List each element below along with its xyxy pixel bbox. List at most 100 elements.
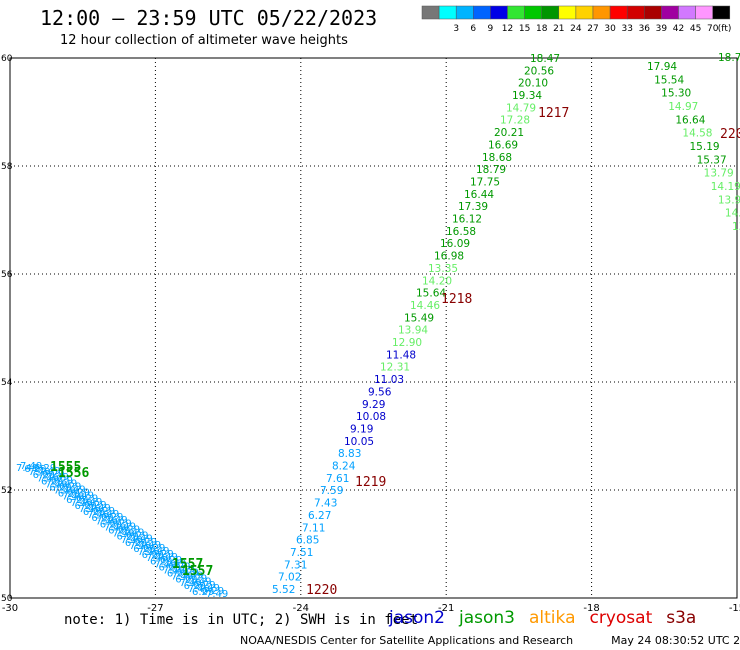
- swh-value-label: 8.24: [332, 461, 356, 473]
- overlapping-value-label: 7.49: [121, 535, 143, 546]
- pass-time-label: 1557: [182, 564, 213, 579]
- overlapping-value-label: 6.29: [101, 512, 123, 523]
- credit-date: May 24 08:30:52 UTC 2023: [611, 634, 740, 647]
- swh-value-label: 9.19: [350, 423, 373, 435]
- pass-time-label: 1217: [538, 106, 569, 121]
- longitude-tick-label: -21: [438, 603, 454, 614]
- overlapping-value-label: 7.49: [163, 565, 185, 576]
- swh-value-label: 14.19: [711, 181, 740, 193]
- swh-value-label: 20.21: [494, 127, 524, 139]
- satellite-jason2: jason2: [389, 608, 445, 628]
- longitude-tick-label: -18: [583, 603, 599, 614]
- swh-value-label: 7.61: [326, 473, 349, 485]
- swh-value-label: 14.97: [668, 101, 698, 113]
- overlapping-value-label: 6.29: [84, 500, 106, 511]
- scale-tick-label: 3: [453, 24, 459, 34]
- overlapping-value-label: 7.49: [189, 577, 211, 588]
- swh-value-label: 7.31: [284, 559, 307, 571]
- overlapping-value-label: 7.49: [105, 515, 127, 526]
- overlapping-value-label: 7.49: [146, 553, 168, 564]
- latitude-tick-label: 60: [1, 54, 13, 64]
- swh-value-label: 13: [732, 221, 740, 233]
- swh-value-label: 14.79: [506, 102, 536, 114]
- map-frame: [9, 57, 738, 599]
- overlapping-value-label: 7.49: [38, 466, 60, 477]
- swh-value-label: 7.43: [314, 498, 337, 510]
- latitude-tick-label: 50: [1, 594, 13, 604]
- swh-value-label: 20.56: [524, 65, 554, 77]
- swh-value-label: 17.39: [458, 201, 488, 213]
- overlapping-value-label: 7.49: [62, 492, 84, 503]
- scale-tick-label: 6: [470, 24, 476, 34]
- overlapping-value-label: 7.49: [89, 503, 111, 514]
- swh-value-label: 16.12: [452, 214, 482, 226]
- overlapping-value-label: 6.29: [126, 531, 148, 542]
- scale-tick-label: 18: [536, 24, 548, 34]
- overlapping-value-label: 7.49: [137, 547, 159, 558]
- scale-tick-label: 30: [604, 24, 616, 34]
- swh-value-label: 14.: [725, 208, 740, 220]
- swh-value-label: 13.79: [704, 168, 734, 180]
- overlapping-value-label: 6.29: [42, 469, 64, 480]
- scale-tick-label: 36: [639, 24, 651, 34]
- swh-value-label: 17.28: [500, 115, 530, 127]
- swh-value-label: 11.03: [374, 374, 404, 386]
- overlapping-value-label: 6.29: [59, 481, 81, 492]
- overlapping-value-label: 6.29: [202, 586, 224, 597]
- swh-value-label: 8.83: [338, 448, 361, 460]
- overlapping-value-label: 6.29: [158, 562, 180, 573]
- overlapping-value-label: 7.49: [47, 472, 69, 483]
- swh-value-label: 16.44: [464, 189, 494, 201]
- scale-swatch: [712, 5, 731, 20]
- overlapping-value-label: 6.29: [93, 506, 115, 517]
- pass-time-label: 1219: [355, 475, 386, 490]
- swh-value-label: 13.9: [718, 194, 740, 206]
- swh-value-label: 6.27: [308, 510, 331, 522]
- latitude-tick-label: 52: [1, 486, 12, 496]
- overlapping-value-label: 7.49: [63, 485, 85, 496]
- overlapping-value-label: 6.29: [108, 526, 130, 537]
- swh-value-label: 10.08: [356, 411, 386, 423]
- overlapping-value-label: 7.49: [139, 540, 161, 551]
- overlapping-value-label: 6.29: [75, 501, 97, 512]
- overlapping-value-label: 6.29: [110, 518, 132, 529]
- overlapping-value-label: 6.29: [185, 574, 207, 585]
- swh-value-label: 15.64: [416, 288, 446, 300]
- overlapping-value-label: 7.49: [112, 529, 134, 540]
- overlapping-value-label: 6.29: [76, 494, 98, 505]
- overlapping-value-label: 6.29: [177, 567, 199, 578]
- overlapping-value-label: 7.49: [198, 583, 220, 594]
- overlapping-value-label: 6.29: [68, 488, 90, 499]
- swh-value-label: 16.09: [440, 238, 470, 250]
- latitude-tick-label: 56: [1, 270, 13, 280]
- swh-value-label: 7.59: [320, 485, 343, 497]
- swh-value-label: 5.52: [272, 584, 295, 596]
- satellite-s3a: s3a: [666, 608, 697, 628]
- swh-value-label: 20.10: [518, 78, 548, 90]
- swh-value-label: 14.58: [682, 128, 712, 140]
- scale-tick-label: 33: [621, 24, 632, 34]
- overlapping-value-label: 7.49: [179, 578, 201, 589]
- overlapping-value-label: 7.49: [70, 498, 92, 509]
- overlapping-value-label: 6.29: [142, 550, 164, 561]
- swh-value-label: 15.54: [654, 74, 684, 86]
- scale-tick-label: 24: [570, 24, 582, 34]
- overlapping-value-label: 7.49: [130, 534, 152, 545]
- swh-value-label: 17.75: [470, 176, 500, 188]
- swh-value-label: 15.49: [404, 312, 434, 324]
- overlapping-value-label: 7.49: [104, 522, 126, 533]
- overlapping-value-label: 6.29: [83, 507, 105, 518]
- pass-time-label: 220: [720, 127, 740, 142]
- overlapping-value-label: 6.29: [135, 537, 157, 548]
- swh-value-label: 16.98: [434, 251, 464, 263]
- swh-value-label: 19.34: [512, 90, 542, 102]
- swh-value-label: 10.05: [344, 436, 374, 448]
- credit-line: NOAA/NESDIS Center for Satellite Applica…: [240, 634, 740, 647]
- overlapping-value-label: 7.49: [147, 546, 169, 557]
- overlapping-value-label: 7.49: [72, 491, 94, 502]
- swh-value-label: 15.30: [661, 88, 691, 100]
- overlapping-value-label: 6.29: [41, 476, 63, 487]
- overlapping-value-label: 6.29: [66, 495, 88, 506]
- overlapping-value-label: 6.29: [193, 580, 215, 591]
